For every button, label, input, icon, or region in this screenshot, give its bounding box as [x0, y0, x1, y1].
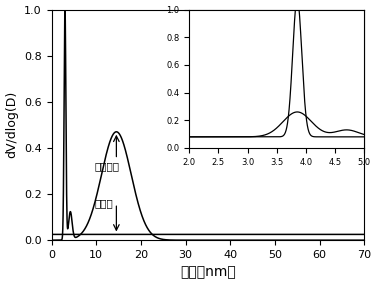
- Y-axis label: dV/dlog(D): dV/dlog(D): [6, 91, 18, 158]
- Text: 凹凸棒石: 凹凸棒石: [94, 161, 119, 171]
- Text: 方沩石: 方沩石: [94, 199, 113, 209]
- X-axis label: 孔径（nm）: 孔径（nm）: [180, 265, 236, 280]
